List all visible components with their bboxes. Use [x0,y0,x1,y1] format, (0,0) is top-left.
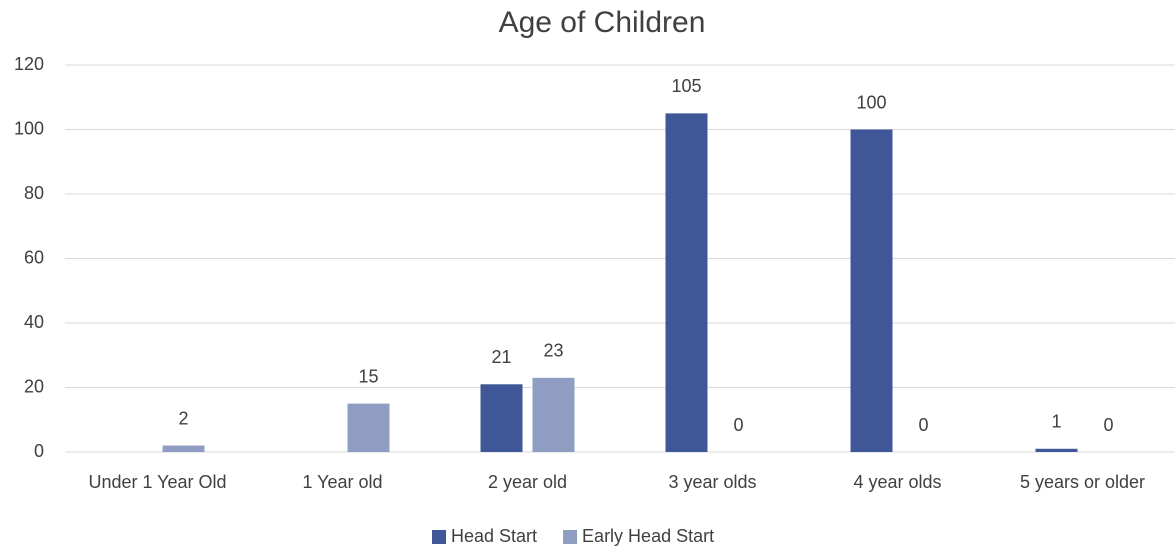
y-tick-label: 20 [24,376,44,396]
y-tick-label: 0 [34,441,44,461]
data-label: 1 [1051,412,1061,432]
data-label: 15 [358,366,378,386]
x-tick-label: 2 year old [488,472,567,492]
data-label: 2 [178,408,188,428]
bar [665,113,708,452]
bar [162,445,205,452]
data-label: 100 [856,92,886,112]
bar [1035,448,1078,452]
x-tick-label: 3 year olds [668,472,756,492]
x-tick-label: Under 1 Year Old [88,472,226,492]
bar [480,384,523,452]
bar [850,129,893,452]
y-tick-label: 60 [24,247,44,267]
data-label: 21 [491,347,511,367]
x-tick-label: 4 year olds [853,472,941,492]
legend-swatch [563,530,578,544]
chart-title: Age of Children [499,6,706,39]
data-label: 0 [918,415,928,435]
y-tick-label: 40 [24,312,44,332]
data-label: 23 [543,341,563,361]
data-label: 105 [671,76,701,96]
x-tick-label: 5 years or older [1020,472,1145,492]
bar [347,403,390,452]
data-label: 0 [733,415,743,435]
y-tick-label: 80 [24,183,44,203]
y-tick-label: 100 [14,118,44,138]
x-tick-label: 1 Year old [302,472,382,492]
legend-swatch [432,530,446,544]
data-label: 0 [1103,415,1113,435]
bar [532,377,575,452]
y-tick-label: 120 [14,54,44,74]
legend-label: Head Start [451,526,537,546]
legend-label: Early Head Start [582,526,714,546]
